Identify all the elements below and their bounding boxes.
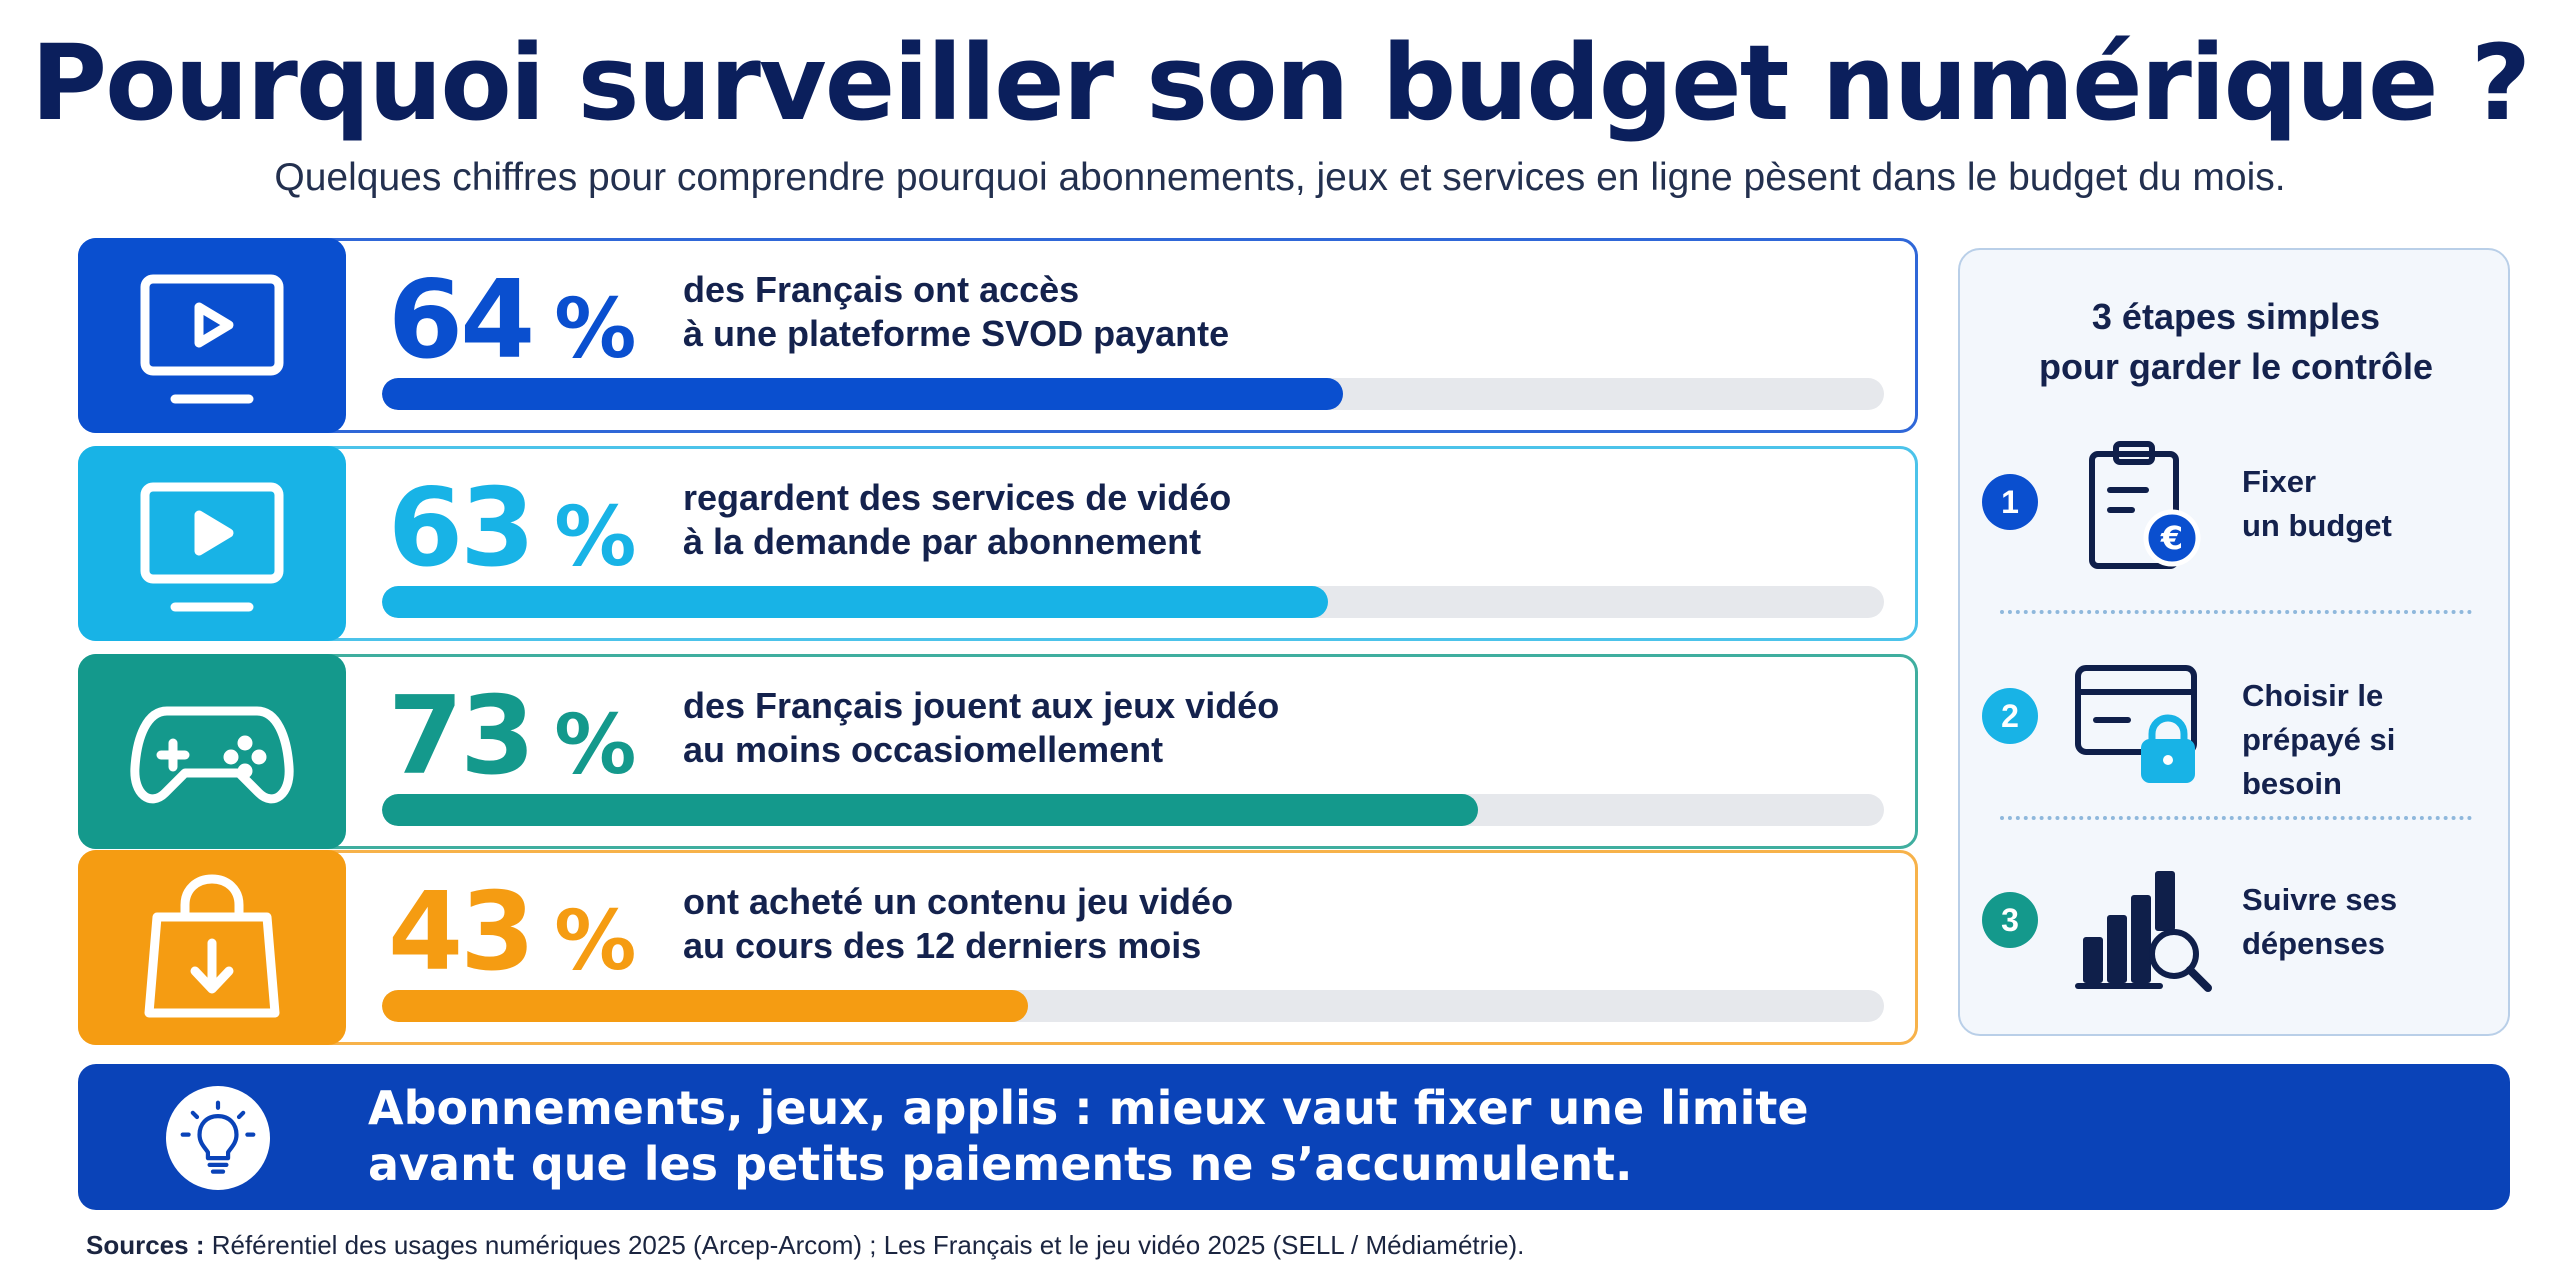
shopping-bag-download-icon [144, 874, 280, 1017]
stat-progress-track [382, 794, 1884, 826]
step-divider [2000, 816, 2472, 820]
step-divider [2000, 610, 2472, 614]
stat-row-game-purchase: 43% ont acheté un contenu jeu vidéo au c… [78, 850, 1918, 1045]
stat-percentage: 63% [388, 466, 636, 591]
page-title: Pourquoi surveiller son budget numérique… [30, 22, 2531, 144]
stat-percentage: 73% [388, 674, 636, 799]
sources-label: Sources : [86, 1230, 205, 1260]
stat-progress-fill [382, 794, 1479, 826]
stat-description-line2: à une plateforme SVOD payante [683, 313, 1230, 354]
chart-magnifier-icon [2075, 871, 2212, 992]
tv-play-icon [140, 274, 284, 403]
stat-progress-fill [382, 990, 1028, 1022]
stat-description: des Français jouent aux jeux vidéo au mo… [683, 684, 1383, 772]
lightbulb-icon [180, 1100, 256, 1174]
stat-row-video-games: 73% des Français jouent aux jeux vidéo a… [78, 654, 1918, 849]
stat-description-line1: ont acheté un contenu jeu vidéo [683, 881, 1234, 922]
stat-progress-fill [382, 586, 1329, 618]
gamepad-icon [130, 706, 294, 803]
step-label: Suivre ses dépenses [2242, 878, 2502, 966]
step-label: Choisir le prépayé si besoin [2242, 674, 2502, 806]
sidebar-title: 3 étapes simples pour garder le contrôle [1960, 292, 2512, 392]
stat-row-vod-subscription: 63% regardent des services de vidéo à la… [78, 446, 1918, 641]
banner-message: Abonnements, jeux, applis : mieux vaut f… [368, 1080, 2268, 1192]
step-choose-prepaid: 2 Choisir le prépayé si besoin [1960, 648, 2512, 818]
sidebar-title-line2: pour garder le contrôle [2038, 346, 2434, 387]
banner-line2: avant que les petits paiements ne s’accu… [368, 1137, 1633, 1191]
advice-banner: Abonnements, jeux, applis : mieux vaut f… [78, 1064, 2510, 1210]
stat-unit: % [554, 698, 637, 793]
step-label-line2: dépenses [2242, 926, 2386, 961]
stat-value: 43 [388, 870, 535, 995]
stat-description-line2: au cours des 12 derniers mois [683, 925, 1202, 966]
stat-progress-track [382, 586, 1884, 618]
clipboard-euro-icon: € [2089, 441, 2201, 569]
sources-footnote: Sources : Référentiel des usages numériq… [86, 1230, 2486, 1261]
stat-value: 64 [388, 258, 535, 383]
stat-value: 73 [388, 674, 535, 799]
bulb-badge [166, 1086, 270, 1190]
stat-description-line1: regardent des services de vidéo [683, 477, 1232, 518]
stat-unit: % [554, 490, 637, 585]
stat-unit: % [554, 894, 637, 989]
page-subtitle: Quelques chiffres pour comprendre pourqu… [274, 156, 2286, 199]
step-label-line1: Suivre ses [2242, 882, 2398, 917]
stat-row-svod-access: 64% des Français ont accès à une platefo… [78, 238, 1918, 433]
stat-percentage: 43% [388, 870, 636, 995]
step-number: 3 [1982, 892, 2038, 948]
step-label-line1: Choisir le [2242, 678, 2384, 713]
banner-line1: Abonnements, jeux, applis : mieux vaut f… [368, 1081, 1809, 1135]
stat-description-line2: à la demande par abonnement [683, 521, 1202, 562]
stat-description-line1: des Français ont accès [683, 269, 1080, 310]
stat-progress-fill [382, 378, 1344, 410]
step-label-line1: Fixer [2242, 464, 2317, 499]
stat-percentage: 64% [388, 258, 636, 383]
stat-description-line1: des Français jouent aux jeux vidéo [683, 685, 1280, 726]
stat-progress-track [382, 378, 1884, 410]
stat-icon-box [78, 850, 346, 1045]
stat-description: regardent des services de vidéo à la dem… [683, 476, 1383, 564]
stat-description-line2: au moins occasiomellement [683, 729, 1164, 770]
step-label: Fixer un budget [2242, 460, 2502, 548]
step-label-line2: un budget [2242, 508, 2392, 543]
stat-description: des Français ont accès à une plateforme … [683, 268, 1383, 356]
sidebar-title-line1: 3 étapes simples [2091, 296, 2381, 337]
stat-icon-box [78, 446, 346, 641]
stat-icon-box [78, 654, 346, 849]
step-set-budget: 1 € Fixer un budget [1960, 434, 2512, 604]
stat-description: ont acheté un contenu jeu vidéo au cours… [683, 880, 1383, 968]
step-track-spending: 3 Suivre ses dépenses [1960, 852, 2512, 1022]
svg-text:€: € [2160, 519, 2183, 557]
card-lock-icon [2075, 665, 2197, 783]
step-number: 1 [1982, 474, 2038, 530]
tv-play-icon [140, 482, 284, 611]
steps-sidebar: 3 étapes simples pour garder le contrôle… [1958, 248, 2510, 1036]
step-label-line2: prépayé si besoin [2242, 722, 2396, 801]
step-number: 2 [1982, 688, 2038, 744]
stat-value: 63 [388, 466, 535, 591]
stat-progress-track [382, 990, 1884, 1022]
stat-icon-box [78, 238, 346, 433]
stat-unit: % [554, 282, 637, 377]
sources-text: Référentiel des usages numériques 2025 (… [204, 1230, 1525, 1260]
